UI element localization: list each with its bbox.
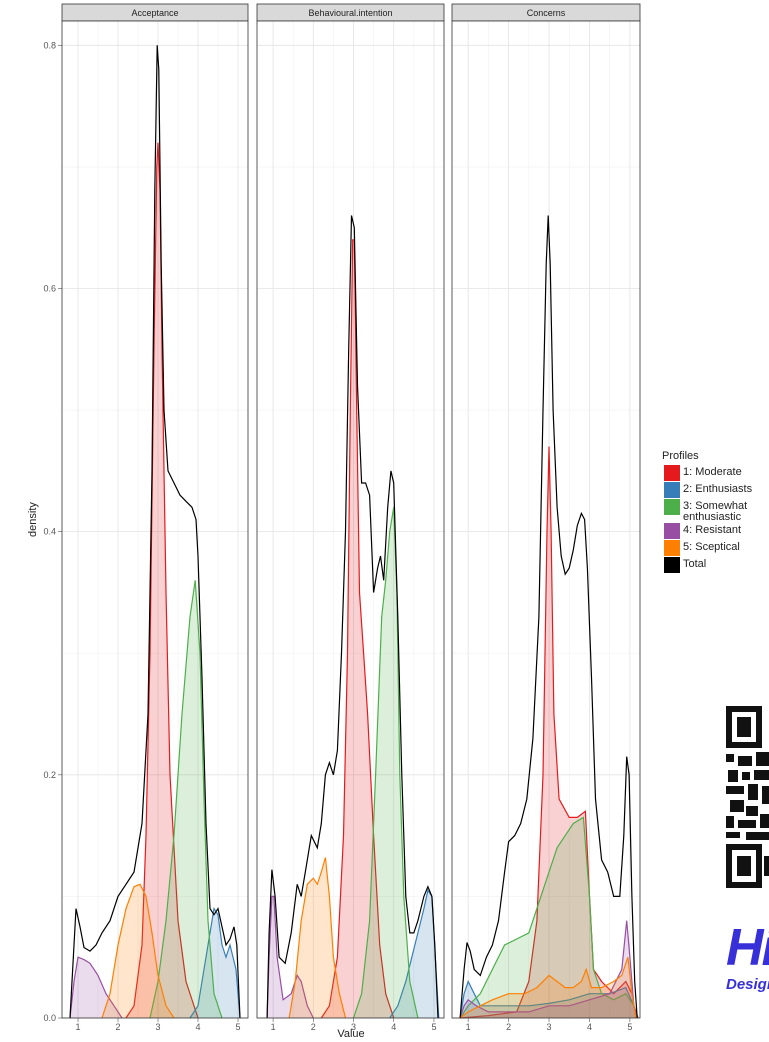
legend-items: 1: Moderate 2: Enthusiasts 3: Somewhat ent… [664, 465, 765, 574]
panel-title: Concerns [527, 8, 566, 18]
legend-label: 1: Moderate [683, 466, 742, 478]
x-tick-label: 1 [75, 1022, 80, 1032]
y-tick-label: 0.0 [43, 1013, 56, 1023]
brand-logo-mark: Hi [726, 922, 769, 977]
x-tick-label: 4 [195, 1022, 200, 1032]
brand-logo: Hi Design [726, 922, 769, 992]
density-area-4-resistant [267, 896, 314, 1018]
density-area-2-enthusiasts [190, 908, 240, 1018]
x-tick-label: 2 [506, 1022, 511, 1032]
legend-swatch [664, 465, 680, 481]
panel-title: Behavioural.intention [308, 8, 392, 18]
density-line-5-sceptical [101, 883, 175, 1019]
legend-item-total: Total [664, 557, 765, 574]
legend-swatch [664, 540, 680, 556]
density-area-5-sceptical [289, 857, 346, 1018]
y-tick-label: 0.6 [43, 283, 56, 293]
x-tick-label: 3 [547, 1022, 552, 1032]
legend-swatch [664, 523, 680, 539]
qr-code [726, 706, 769, 906]
x-tick-label: 2 [311, 1022, 316, 1032]
x-axis-label: Value [337, 1028, 364, 1040]
density-line-5-sceptical [288, 857, 347, 1019]
density-area-1-moderate [460, 446, 636, 1018]
density-area-2-enthusiasts [460, 981, 638, 1018]
density-line-1-moderate [460, 446, 637, 1019]
density-line-total [266, 215, 439, 1019]
density-line-total [69, 45, 241, 1019]
legend-label: Total [683, 558, 707, 570]
x-tick-label: 5 [627, 1022, 632, 1032]
legend-label: 3: Somewhat enthusiastic [683, 500, 748, 523]
legend-item-3-somewhat-enthusiastic: 3: Somewhat enthusiastic [664, 499, 765, 523]
y-tick-label: 0.4 [43, 527, 56, 537]
x-tick-label: 3 [155, 1022, 160, 1032]
x-tick-label: 1 [466, 1022, 471, 1032]
x-tick-label: 4 [587, 1022, 592, 1032]
brand-logo-subtext: Design [726, 976, 769, 992]
density-area-5-sceptical [460, 957, 636, 1018]
panel-background [257, 21, 444, 1018]
density-line-4-resistant [69, 956, 123, 1019]
density-line-1-moderate [125, 142, 199, 1019]
panel-border [451, 20, 641, 1019]
density-line-4-resistant [459, 920, 639, 1019]
x-tick-label: 1 [271, 1022, 276, 1032]
panel-behavioural-intention: Behavioural.intention 1 2 3 4 5 [256, 3, 445, 1032]
legend-title: Profiles [662, 450, 699, 462]
legend-item-5-sceptical: 5: Sceptical [664, 540, 765, 557]
x-tick-label: 3 [351, 1022, 356, 1032]
density-line-5-sceptical [459, 957, 637, 1019]
density-area-4-resistant [70, 957, 122, 1018]
density-area-2-enthusiasts [389, 890, 439, 1018]
legend-label: 2: Enthusiasts [683, 483, 753, 495]
legend-swatch [664, 499, 680, 515]
density-area-5-sceptical [102, 884, 174, 1018]
density-line-2-enthusiasts [459, 979, 639, 1019]
panel-background [452, 21, 640, 1018]
panel-concerns: Concerns 1 2 3 4 5 [451, 3, 641, 1032]
legend-swatch [664, 557, 680, 573]
density-line-total [459, 215, 638, 1019]
legend-swatch [664, 482, 680, 498]
y-tick-label: 0.8 [43, 40, 56, 50]
density-area-3-somewhat-enthusiastic [150, 580, 222, 1018]
density-area-1-moderate [321, 239, 394, 1018]
density-line-3-somewhat-enthusiastic [149, 580, 223, 1019]
x-tick-label: 5 [431, 1022, 436, 1032]
panel-border [256, 20, 445, 1019]
legend-item-1-moderate: 1: Moderate [664, 465, 765, 482]
panel-title: Acceptance [131, 8, 178, 18]
x-tick-label: 2 [115, 1022, 120, 1032]
density-area-4-resistant [460, 920, 638, 1018]
qr-code-graphic [726, 706, 769, 906]
density-area-1-moderate [126, 142, 198, 1019]
legend-label: 5: Sceptical [683, 541, 740, 553]
y-axis-label: density [27, 502, 39, 537]
x-tick-label: 4 [391, 1022, 396, 1032]
density-line-2-enthusiasts [189, 906, 241, 1019]
density-line-3-somewhat-enthusiastic [352, 507, 419, 1019]
legend-item-4-resistant: 4: Resistant [664, 523, 765, 540]
legend: Profiles 1: Moderate 2: Enthusiasts 3: Som… [662, 450, 765, 574]
density-area-3-somewhat-enthusiastic [353, 507, 418, 1018]
density-area-3-somewhat-enthusiastic [460, 817, 638, 1018]
legend-item-2-enthusiasts: 2: Enthusiasts [664, 482, 765, 499]
y-tick-label: 0.2 [43, 770, 56, 780]
x-tick-label: 5 [235, 1022, 240, 1032]
panel-acceptance: Acceptance 1 2 3 4 5 [61, 3, 249, 1032]
legend-label: 4: Resistant [683, 524, 742, 536]
density-line-1-moderate [320, 239, 395, 1019]
density-line-4-resistant [266, 895, 314, 1019]
density-line-3-somewhat-enthusiastic [459, 816, 639, 1019]
panel-border [61, 20, 249, 1019]
